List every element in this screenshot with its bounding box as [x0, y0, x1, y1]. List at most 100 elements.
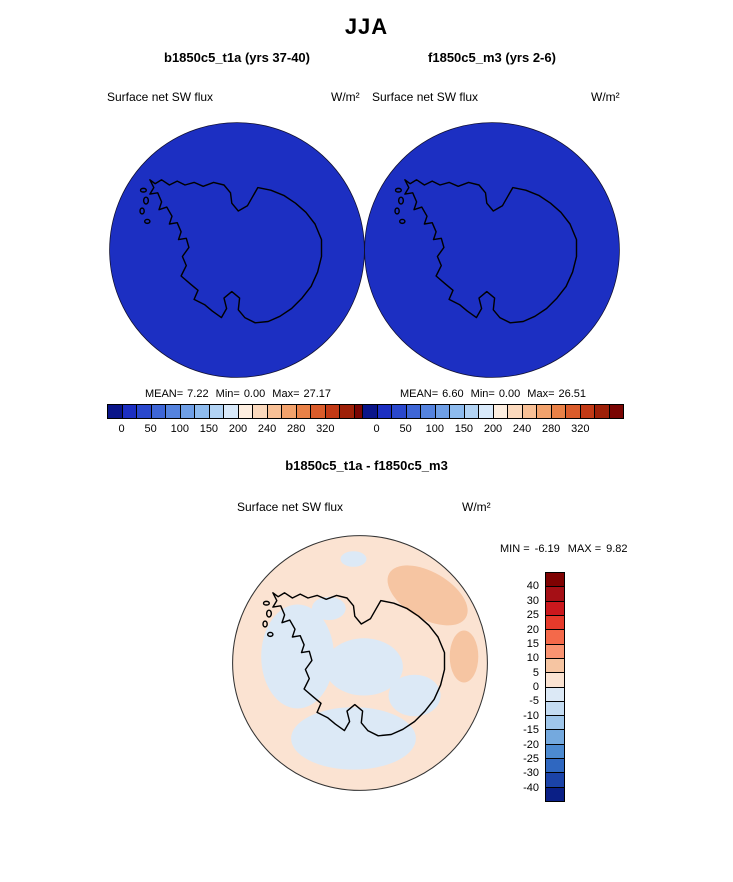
colorbar-cell [376, 404, 392, 419]
colorbar-cell [463, 404, 479, 419]
colorbar-tick-label: 100 [425, 423, 444, 435]
colorbar-tick-label: 50 [144, 423, 157, 435]
map-left-polar [109, 122, 365, 378]
colorbar-cell [405, 404, 421, 419]
colorbar-cell [608, 404, 624, 419]
colorbar-cell [150, 404, 166, 419]
min-value: 0.00 [498, 388, 521, 400]
diff-panel-header: b1850c5_t1a - f1850c5_m3 [285, 458, 448, 473]
negative-anomaly-patch [340, 551, 367, 567]
colorbar-cell [507, 404, 523, 419]
colorbar-cell [194, 404, 210, 419]
colorbar-cell [391, 404, 407, 419]
colorbar-tick-label: 15 [526, 637, 539, 650]
colorbar-cell [521, 404, 537, 419]
colorbar-diff: 40 30 25 20 15 10 5 0 -5 -10 -15 -20 -25 -30 -40 [523, 572, 565, 802]
colorbar-cell [545, 772, 565, 788]
colorbar-cell [339, 404, 355, 419]
colorbar-tick-label: 0 [373, 423, 380, 435]
colorbar-tick-label: 10 [526, 652, 539, 665]
colorbar-tick-label: 320 [316, 423, 335, 435]
colorbar-cell [362, 404, 378, 419]
panel-header-right: f1850c5_m3 (yrs 2-6) [428, 50, 556, 65]
map-right-polar [364, 122, 620, 378]
negative-anomaly-patch [261, 604, 334, 709]
colorbar-cell [434, 404, 450, 419]
mean-value: 6.60 [442, 388, 464, 400]
colorbar-cell [594, 404, 610, 419]
colorbar-tick-label: 0 [118, 423, 125, 435]
colorbar-diff-cells [545, 572, 565, 802]
colorbar-tick-label: 150 [454, 423, 474, 435]
colorbar-tick-label: 200 [483, 423, 503, 435]
colorbar-tick-label: 280 [542, 423, 561, 435]
colorbar-tick-label: 25 [526, 609, 539, 622]
map-right-ocean [364, 122, 620, 378]
colorbar-tick-label: 50 [399, 423, 412, 435]
mean-label: MEAN= [144, 388, 184, 400]
stats-left: MEAN= 7.22 Min= 0.00 Max= 27.17 [107, 388, 369, 400]
colorbar-cell [237, 404, 253, 419]
colorbar-cell [136, 404, 152, 419]
colorbar-cell [281, 404, 297, 419]
max-value: 26.51 [558, 388, 587, 400]
diff-min-label: MIN = [500, 543, 530, 555]
colorbar-right: 0 50 100 150 200 240 280 320 [362, 404, 624, 435]
colorbar-cell [545, 586, 565, 602]
colorbar-cell [545, 672, 565, 688]
positive-anomaly-patch [449, 630, 479, 683]
colorbar-tick-label: 320 [571, 423, 590, 435]
colorbar-tick-label: -10 [523, 709, 539, 722]
diff-max-label: MAX = [567, 543, 602, 555]
colorbar-cell [545, 700, 565, 717]
diff-min-value: -6.19 [534, 543, 560, 555]
diff-max-value: 9.82 [606, 543, 628, 555]
colorbar-cell [545, 786, 565, 802]
min-label: Min= [470, 388, 495, 400]
negative-anomaly-patch [311, 596, 346, 621]
colorbar-tick-label: 240 [512, 423, 532, 435]
min-value: 0.00 [243, 388, 266, 400]
map-diff-polar [232, 535, 488, 791]
negative-anomaly-patch [388, 674, 441, 717]
max-label: Max= [272, 388, 300, 400]
colorbar-cell [550, 404, 566, 419]
colorbar-tick-label: 20 [526, 623, 539, 636]
field-label-diff: Surface net SW flux [237, 500, 344, 514]
colorbar-cell [252, 404, 268, 419]
colorbar-cell [545, 686, 565, 702]
colorbar-cell [492, 404, 508, 419]
colorbar-cell [478, 404, 494, 419]
colorbar-tick-label: 240 [257, 423, 277, 435]
min-label: Min= [215, 388, 240, 400]
colorbar-right-cells [362, 404, 624, 419]
colorbar-tick-label: 0 [532, 681, 539, 693]
panel-header-left: b1850c5_t1a (yrs 37-40) [164, 50, 310, 65]
colorbar-tick-label: -30 [523, 767, 539, 780]
max-value: 27.17 [303, 388, 332, 400]
colorbar-cell [295, 404, 311, 419]
colorbar-tick-label: 30 [526, 594, 539, 607]
colorbar-left: 0 50 100 150 200 240 280 320 [107, 404, 369, 435]
colorbar-cell [545, 743, 565, 760]
stats-right: MEAN= 6.60 Min= 0.00 Max= 26.51 [362, 388, 624, 400]
field-label-right: Surface net SW flux [372, 90, 479, 104]
field-label-left: Surface net SW flux [107, 90, 214, 104]
units-label-left: W/m² [331, 90, 360, 104]
colorbar-cell [545, 614, 565, 631]
colorbar-tick-label: 200 [228, 423, 248, 435]
colorbar-cell [545, 600, 565, 616]
colorbar-cell [179, 404, 195, 419]
colorbar-tick-label: 150 [199, 423, 219, 435]
colorbar-tick-label: -20 [523, 738, 539, 751]
max-label: Max= [527, 388, 555, 400]
colorbar-tick-label: -25 [523, 752, 539, 765]
colorbar-cell [545, 572, 565, 588]
units-label-diff: W/m² [462, 500, 491, 514]
colorbar-cell [208, 404, 224, 419]
colorbar-cell [165, 404, 181, 419]
map-left-ocean [109, 122, 365, 378]
colorbar-cell [545, 715, 565, 731]
colorbar-tick-label: -5 [529, 695, 539, 708]
